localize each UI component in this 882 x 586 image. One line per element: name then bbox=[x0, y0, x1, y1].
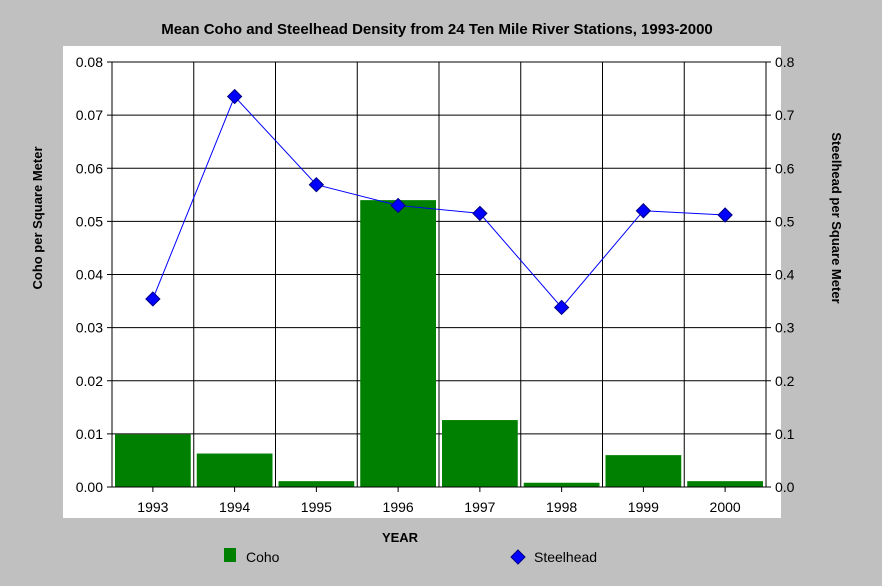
right-tick-label: 0.4 bbox=[775, 267, 795, 283]
x-tick-label: 1994 bbox=[219, 499, 250, 515]
legend-swatch-coho bbox=[224, 548, 236, 562]
right-tick-label: 0.8 bbox=[775, 54, 795, 70]
x-tick-label: 1998 bbox=[546, 499, 577, 515]
bar-coho-1997 bbox=[442, 420, 518, 487]
left-tick-label: 0.02 bbox=[76, 373, 103, 389]
grid bbox=[112, 61, 766, 488]
left-tick-label: 0.06 bbox=[76, 160, 103, 176]
left-tick-label: 0.01 bbox=[76, 426, 103, 442]
marker-steelhead-1997 bbox=[472, 205, 488, 222]
bar-coho-1999 bbox=[605, 455, 682, 487]
x-tick-label: 1997 bbox=[464, 499, 495, 515]
right-tick-label: 0.6 bbox=[775, 160, 795, 176]
x-tick-label: 1995 bbox=[301, 499, 332, 515]
marker-steelhead-1999 bbox=[635, 203, 652, 219]
marker-steelhead-1996 bbox=[390, 197, 406, 214]
right-tick-label: 0.7 bbox=[775, 107, 795, 123]
steelhead-line bbox=[145, 88, 733, 316]
right-tick-label: 0.1 bbox=[775, 426, 795, 442]
bar-coho-2000 bbox=[687, 481, 763, 487]
legend-label-coho: Coho bbox=[246, 549, 280, 565]
legend: Coho Steelhead bbox=[224, 548, 597, 565]
right-tick-label: 0.3 bbox=[775, 320, 795, 336]
legend-marker-steelhead bbox=[510, 549, 526, 565]
x-axis-ticks: 1993 1994 1995 1996 1997 1998 1999 2000 bbox=[137, 487, 741, 515]
bar-coho-1998 bbox=[523, 482, 600, 487]
x-axis-title: YEAR bbox=[382, 530, 419, 545]
chart-title: Mean Coho and Steelhead Density from 24 … bbox=[161, 21, 713, 38]
coho-bars bbox=[115, 200, 763, 487]
left-tick-label: 0.07 bbox=[76, 107, 103, 123]
bar-coho-1994 bbox=[196, 453, 273, 487]
right-axis-ticks: 0.0 0.1 0.2 0.3 0.4 0.5 0.6 0.7 0.8 bbox=[766, 54, 795, 495]
left-tick-label: 0.00 bbox=[76, 479, 103, 495]
bar-coho-1996 bbox=[360, 200, 436, 487]
left-axis-title: Coho per Square Meter bbox=[30, 146, 45, 289]
x-tick-label: 1999 bbox=[628, 499, 659, 515]
x-tick-label: 1996 bbox=[383, 499, 414, 515]
right-tick-label: 0.0 bbox=[775, 479, 795, 495]
bar-coho-1995 bbox=[278, 481, 355, 487]
x-tick-label: 1993 bbox=[137, 499, 168, 515]
x-tick-label: 2000 bbox=[710, 499, 741, 515]
steelhead-series-line bbox=[152, 95, 726, 309]
marker-steelhead-2000 bbox=[717, 207, 733, 223]
marker-steelhead-1993 bbox=[145, 291, 161, 307]
right-tick-label: 0.2 bbox=[775, 373, 795, 389]
bar-coho-1993 bbox=[115, 434, 191, 487]
left-tick-label: 0.08 bbox=[76, 54, 103, 70]
left-tick-label: 0.05 bbox=[76, 213, 103, 229]
right-axis-title: Steelhead per Square Meter bbox=[829, 132, 844, 303]
left-tick-label: 0.04 bbox=[76, 267, 103, 283]
marker-steelhead-1998 bbox=[553, 299, 570, 316]
marker-steelhead-1995 bbox=[308, 177, 325, 193]
left-axis-ticks: 0.00 0.01 0.02 0.03 0.04 0.05 0.06 0.07 0.08 bbox=[76, 54, 112, 495]
left-tick-label: 0.03 bbox=[76, 320, 103, 336]
marker-steelhead-1994 bbox=[226, 88, 243, 105]
legend-label-steelhead: Steelhead bbox=[534, 549, 597, 565]
right-tick-label: 0.5 bbox=[775, 213, 795, 229]
